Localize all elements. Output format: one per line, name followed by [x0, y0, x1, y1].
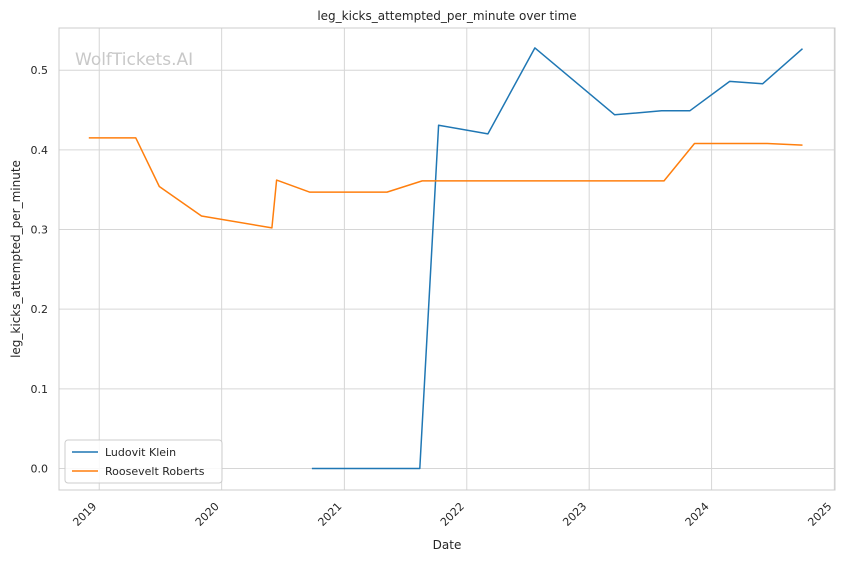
y-tick-label: 0.3 [31, 224, 49, 237]
series-layer [88, 47, 803, 470]
chart-title: leg_kicks_attempted_per_minute over time [317, 9, 576, 23]
x-axis-label: Date [433, 538, 462, 552]
plot-area [59, 28, 835, 490]
legend: Ludovit Klein Roosevelt Roberts [64, 439, 223, 484]
x-gridlines [98, 28, 835, 490]
plot-frame [58, 27, 836, 491]
legend-label-roosevelt-roberts: Roosevelt Roberts [105, 465, 205, 478]
y-tick-labels: 0.0 0.1 0.2 0.3 0.4 0.5 [31, 64, 49, 475]
y-tick-label: 0.5 [31, 64, 49, 77]
legend-box [64, 439, 223, 484]
series-line-ludovit-klein [311, 47, 803, 470]
watermark: WolfTickets.AI [75, 50, 193, 70]
series-line-roosevelt-roberts [88, 137, 803, 229]
y-tick-label: 0.4 [31, 144, 49, 157]
y-tick-label: 0.1 [31, 383, 49, 396]
y-tick-label: 0.2 [31, 303, 49, 316]
legend-label-ludovit-klein: Ludovit Klein [105, 446, 176, 459]
y-axis-label: leg_kicks_attempted_per_minute [9, 160, 23, 358]
y-tick-label: 0.0 [31, 462, 49, 475]
